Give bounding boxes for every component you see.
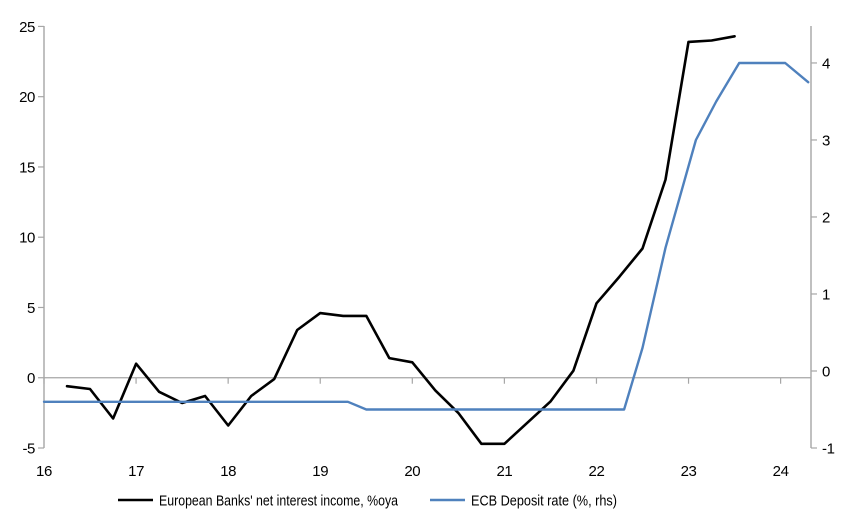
series-line-nii bbox=[65, 34, 736, 446]
axes-group bbox=[38, 25, 817, 449]
x-axis-label: 16 bbox=[36, 463, 52, 480]
x-axis-label: 17 bbox=[128, 463, 144, 480]
zero-gridline-group bbox=[43, 377, 811, 384]
right-axis-label: 1 bbox=[822, 286, 830, 303]
left-axis-label: 25 bbox=[19, 19, 35, 36]
x-axis-label: 18 bbox=[220, 463, 236, 480]
legend-item-ecb: ECB Deposit rate (%, rhs) bbox=[430, 493, 617, 510]
legend: European Banks' net interest income, %oy… bbox=[118, 493, 617, 510]
x-axis-label: 24 bbox=[773, 463, 789, 480]
right-axis-label: 0 bbox=[822, 363, 830, 380]
left-axis-label: 0 bbox=[27, 370, 35, 387]
x-axis-label: 22 bbox=[589, 463, 605, 480]
left-axis-label: 20 bbox=[19, 89, 35, 106]
right-axis-label: 4 bbox=[822, 55, 830, 72]
right-axis-label: 3 bbox=[822, 132, 830, 149]
right-axis-label: 2 bbox=[822, 209, 830, 226]
series-line-ecb bbox=[42, 61, 810, 411]
x-axis-label: 23 bbox=[681, 463, 697, 480]
series-group bbox=[42, 34, 810, 446]
left-axis-label: -5 bbox=[22, 441, 35, 458]
legend-label-nii: European Banks' net interest income, %oy… bbox=[159, 493, 399, 510]
x-axis-label: 21 bbox=[496, 463, 512, 480]
x-axis-label: 20 bbox=[404, 463, 420, 480]
x-axis-label: 19 bbox=[312, 463, 328, 480]
legend-item-nii: European Banks' net interest income, %oy… bbox=[118, 493, 399, 510]
legend-label-ecb: ECB Deposit rate (%, rhs) bbox=[471, 493, 617, 510]
left-axis-label: 15 bbox=[19, 159, 35, 176]
right-axis-label: -1 bbox=[822, 441, 835, 458]
left-axis-label: 10 bbox=[19, 230, 35, 247]
left-axis-label: 5 bbox=[27, 300, 35, 317]
